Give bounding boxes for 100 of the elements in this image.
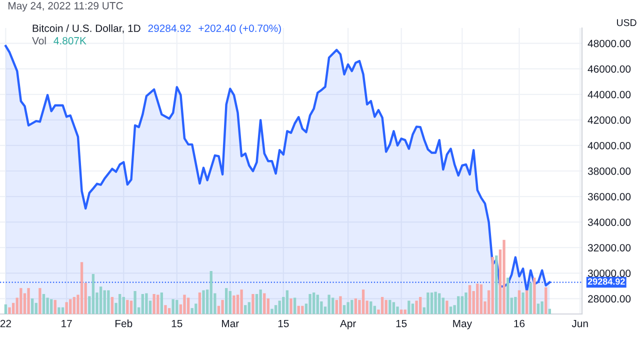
y-tick-label: 46000.00: [588, 65, 631, 73]
bar: [8, 307, 11, 314]
y-axis-title: USD: [617, 19, 636, 26]
bar: [533, 278, 536, 314]
bar: [476, 284, 479, 314]
bar: [408, 300, 410, 314]
bar: [308, 294, 312, 314]
bar: [411, 304, 414, 314]
bar: [58, 307, 60, 314]
x-tick-label: 15: [278, 320, 289, 328]
bar: [240, 290, 243, 314]
bar: [110, 296, 114, 314]
bar: [130, 300, 133, 314]
bar: [145, 293, 148, 314]
chart-title: Vol: [32, 36, 46, 44]
y-tick-label: 42000.00: [588, 116, 631, 124]
bar: [122, 296, 125, 314]
bar: [92, 274, 95, 314]
bar: [164, 305, 167, 314]
bar: [107, 290, 110, 314]
bar: [270, 308, 274, 314]
bar: [34, 302, 38, 314]
bar: [301, 306, 304, 314]
bar: [72, 296, 76, 314]
bar: [464, 292, 468, 314]
bar: [38, 288, 42, 314]
bar: [160, 292, 163, 314]
bar: [354, 298, 357, 314]
bar: [426, 292, 430, 314]
x-tick-label: 16: [514, 320, 525, 328]
bar: [248, 302, 250, 314]
bar: [449, 306, 452, 314]
bar: [50, 299, 53, 314]
x-tick-label: 22: [0, 320, 11, 328]
bar: [252, 294, 254, 314]
bar: [183, 294, 186, 314]
y-tick-label: 34000.00: [588, 218, 631, 226]
bar: [176, 300, 178, 314]
bar: [198, 292, 202, 314]
bar: [529, 282, 532, 314]
bar: [103, 290, 106, 314]
bar: [548, 308, 551, 314]
y-tick-label: 36000.00: [588, 193, 631, 200]
bar: [172, 299, 174, 314]
bar: [434, 292, 437, 314]
bar: [339, 296, 342, 314]
bar: [118, 294, 122, 314]
bar: [255, 294, 258, 314]
bar: [540, 301, 544, 314]
bar: [278, 300, 281, 314]
bar: [438, 293, 441, 314]
bar: [141, 294, 144, 314]
bar: [380, 296, 384, 314]
bar: [152, 294, 156, 314]
bar: [69, 299, 72, 314]
bar: [460, 296, 464, 314]
bar: [480, 284, 483, 314]
bar: [415, 300, 418, 314]
bar: [430, 292, 434, 314]
bar: [228, 291, 232, 314]
bar: [522, 292, 524, 314]
bar: [99, 286, 102, 314]
bar: [202, 290, 205, 314]
y-tick-label: 40000.00: [588, 142, 631, 150]
bar: [244, 305, 247, 314]
bar: [46, 298, 49, 314]
text: May 24, 2022 11:29 UTC: [8, 2, 123, 12]
bar: [225, 288, 228, 314]
bar: [293, 298, 296, 314]
bar: [186, 298, 190, 314]
bar: [80, 262, 84, 314]
bar: [346, 302, 350, 314]
bar: [297, 306, 300, 314]
ref-line-label: 29284.92: [588, 278, 625, 285]
bar: [350, 300, 354, 314]
bar: [290, 298, 292, 314]
bar: [457, 296, 460, 314]
bar: [544, 287, 548, 314]
bar: [263, 293, 266, 314]
bar: [526, 290, 528, 314]
x-tick-label: Apr: [340, 320, 356, 330]
bar: [316, 294, 319, 314]
bar: [495, 255, 498, 314]
y-tick-label: 30000.00: [588, 270, 631, 278]
bar: [156, 294, 160, 314]
bar: [134, 291, 136, 314]
bar: [221, 300, 224, 314]
bar: [404, 310, 406, 314]
x-tick-label: 15: [396, 320, 407, 328]
x-tick-label: Mar: [222, 320, 239, 328]
bar: [27, 288, 30, 314]
bar: [362, 290, 365, 314]
bar: [518, 290, 521, 314]
bar: [502, 240, 506, 314]
bar: [370, 301, 372, 314]
bar: [210, 271, 212, 314]
bar: [419, 296, 422, 314]
bar: [312, 292, 316, 314]
x-tick-label: May: [453, 320, 472, 330]
bar: [20, 288, 22, 314]
